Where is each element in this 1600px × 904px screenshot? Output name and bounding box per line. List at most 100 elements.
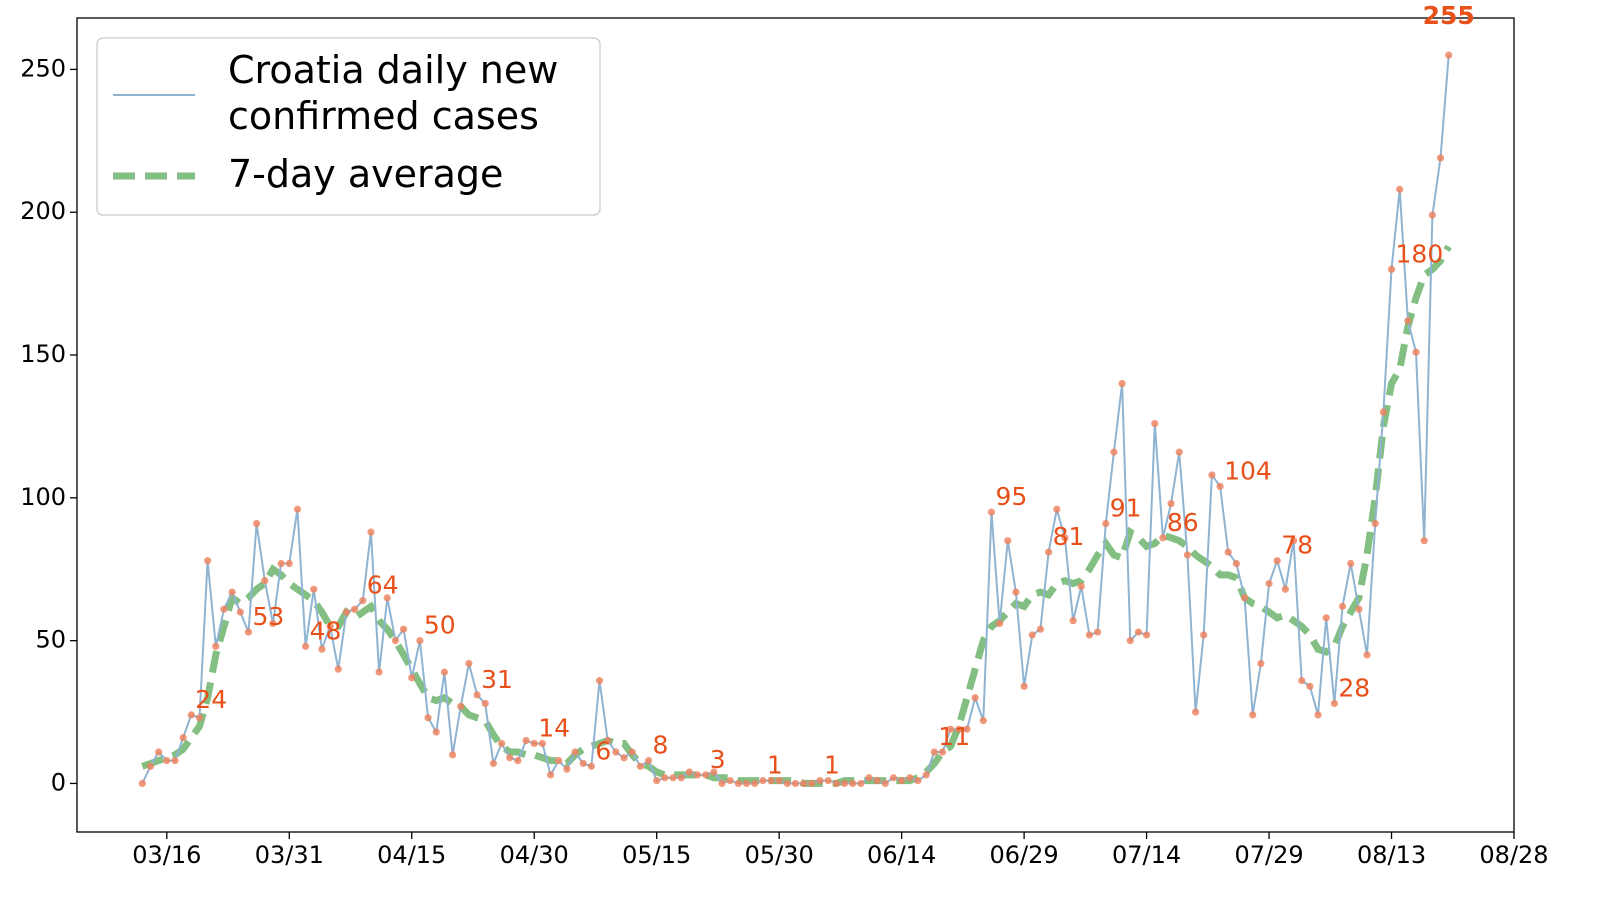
point (669, 774, 677, 782)
point (302, 642, 310, 650)
point (1249, 711, 1257, 719)
point (342, 608, 351, 616)
point (424, 714, 432, 722)
point (448, 751, 457, 759)
x-tick-label: 03/31 (255, 841, 324, 869)
point (1281, 585, 1289, 593)
point (1159, 534, 1167, 542)
value-label: 53 (252, 602, 284, 631)
point (636, 762, 644, 770)
point (1085, 631, 1094, 639)
point (759, 776, 767, 785)
point (1347, 559, 1355, 568)
legend-label: 7-day average (228, 152, 503, 196)
point (1061, 534, 1069, 542)
point (1379, 408, 1387, 416)
legend-line: Croatia daily new (228, 48, 558, 92)
point (391, 637, 400, 645)
point (873, 776, 881, 785)
value-label: 81 (1053, 522, 1085, 551)
point (849, 779, 857, 788)
value-label: 78 (1281, 531, 1313, 560)
point (383, 594, 391, 602)
point (293, 505, 302, 513)
value-label: 255 (1423, 1, 1475, 30)
point (1142, 631, 1151, 639)
legend-line: 7-day average (228, 152, 503, 196)
point (1240, 594, 1249, 602)
point (334, 665, 342, 673)
y-tick-label: 200 (20, 197, 66, 225)
point (906, 774, 914, 782)
point (1004, 537, 1012, 545)
point (947, 725, 955, 733)
x-tick-label: 03/16 (132, 841, 201, 869)
point (1102, 519, 1110, 528)
y-tick-label: 0 (51, 768, 66, 796)
point (661, 774, 669, 782)
point (1134, 628, 1143, 636)
point (1355, 605, 1363, 613)
point (171, 756, 179, 765)
point (555, 756, 563, 765)
value-label: 50 (424, 611, 456, 640)
point (269, 619, 277, 628)
value-label: 24 (195, 685, 227, 714)
point (326, 622, 334, 630)
point (277, 559, 285, 568)
value-label: 1 (767, 751, 783, 780)
point (710, 768, 718, 776)
point (253, 519, 261, 528)
point (1053, 505, 1061, 513)
point (955, 725, 963, 733)
point (571, 748, 579, 756)
x-tick-label: 05/15 (622, 841, 691, 869)
point (367, 528, 375, 536)
point (1289, 537, 1298, 545)
point (1306, 682, 1314, 690)
point (987, 508, 996, 516)
point (881, 779, 889, 788)
value-label: 1 (824, 751, 840, 780)
point (604, 737, 612, 745)
value-label: 180 (1396, 239, 1444, 268)
point (612, 748, 620, 756)
x-tick-label: 08/28 (1479, 841, 1548, 869)
point (840, 779, 849, 788)
point (587, 762, 595, 770)
x-tick-label: 04/30 (500, 841, 569, 869)
point (146, 762, 155, 770)
point (595, 677, 604, 685)
x-tick-label: 06/29 (990, 841, 1059, 869)
point (1175, 448, 1183, 456)
point (824, 776, 832, 785)
point (546, 771, 555, 779)
point (1265, 579, 1273, 588)
point (163, 756, 171, 765)
point (1020, 682, 1028, 690)
point (702, 771, 710, 779)
point (285, 559, 293, 568)
point (791, 779, 800, 788)
point (816, 776, 824, 785)
point (1110, 448, 1118, 456)
point (1118, 379, 1126, 388)
point (408, 674, 416, 682)
point (416, 637, 424, 645)
point (1028, 631, 1036, 639)
value-label: 64 (367, 571, 399, 600)
point (1167, 499, 1175, 508)
value-label: 95 (995, 482, 1027, 511)
point (930, 748, 938, 756)
x-tick-label: 06/14 (867, 841, 936, 869)
x-tick-label: 04/15 (377, 841, 446, 869)
point (440, 668, 449, 676)
point (677, 774, 685, 782)
value-label: 11 (938, 722, 970, 751)
point (432, 728, 440, 736)
point (800, 779, 808, 788)
point (1257, 659, 1265, 668)
point (236, 608, 244, 616)
point (1126, 637, 1134, 645)
